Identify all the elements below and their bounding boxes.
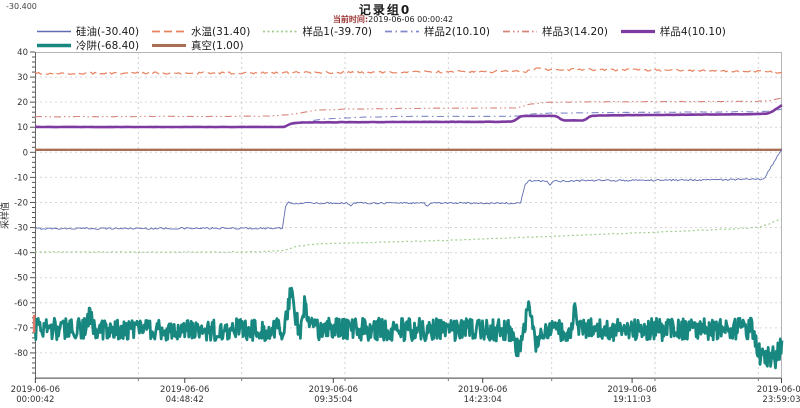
current-time-caption: 当前时间:2019-06-06 00:00:42 [0, 14, 786, 25]
legend-swatch-vacuum [152, 43, 187, 47]
svg-text:23:59:03: 23:59:03 [762, 395, 800, 405]
svg-text:2019-06-06: 2019-06-06 [160, 385, 209, 395]
legend-label-cold-trap: 冷阱(-68.40) [76, 39, 140, 52]
legend-item-cold-trap[interactable]: 冷阱(-68.40) [36, 38, 139, 53]
legend-label-sample1: 样品1(-39.70) [302, 25, 373, 38]
legend-swatch-water-temp [152, 30, 187, 32]
svg-text:2019-06-06: 2019-06-06 [607, 385, 656, 395]
svg-text:14:23:04: 14:23:04 [464, 395, 502, 405]
time-cursor[interactable] [32, 314, 36, 333]
svg-text:-20: -20 [14, 198, 28, 208]
legend-swatch-cold-trap [37, 43, 71, 47]
legend-item-sample1[interactable]: 样品1(-39.70) [262, 24, 372, 39]
legend-item-water-temp[interactable]: 水温(31.40) [151, 24, 250, 39]
legend-label-silicone-oil: 硅油(-30.40) [76, 25, 140, 38]
legend-label-sample4: 样品4(10.10) [659, 25, 726, 38]
svg-text:-80: -80 [14, 349, 28, 359]
legend-swatch-silicone-oil [37, 30, 71, 32]
svg-text:19:11:03: 19:11:03 [613, 395, 651, 405]
svg-text:40: 40 [17, 48, 28, 58]
svg-text:-50: -50 [14, 274, 28, 284]
legend-swatch-sample2 [385, 30, 420, 32]
series-line-sample4 [35, 104, 783, 129]
legend: 硅油(-30.40) 水温(31.40) 样品1(-39.70) 样品2(10.10)… [36, 24, 800, 52]
svg-text:2019-06-06: 2019-06-06 [757, 385, 800, 395]
svg-text:-60: -60 [14, 299, 28, 309]
chart-title: 记录组0 [358, 3, 412, 17]
svg-text:-30: -30 [14, 224, 28, 234]
svg-text:20: 20 [17, 98, 28, 108]
current-time-value: 2019-06-06 00:00:42 [368, 15, 454, 24]
svg-text:00:00:42: 00:00:42 [16, 395, 54, 405]
legend-item-silicone-oil[interactable]: 硅油(-30.40) [36, 24, 139, 39]
series-line-sample1 [34, 217, 783, 253]
legend-swatch-sample1 [263, 30, 298, 32]
series-line-silicone-oil [35, 148, 783, 230]
svg-text:2019-06-06: 2019-06-06 [11, 385, 60, 395]
svg-text:-10: -10 [14, 173, 28, 183]
legend-item-sample2[interactable]: 样品2(10.10) [384, 24, 490, 39]
svg-text:-40: -40 [14, 249, 28, 259]
svg-text:2019-06-06: 2019-06-06 [458, 385, 507, 395]
legend-row-2: 冷阱(-68.40) 真空(1.00) [36, 38, 800, 52]
y-axis-ticks: 40 30 20 10 0 -10 -20 -30 -40 -50 -60 -70 -80 [14, 48, 35, 374]
current-time-label: 当前时间: [332, 15, 369, 24]
legend-swatch-sample4 [620, 29, 655, 33]
series-line-sample3 [34, 97, 783, 118]
legend-label-sample2: 样品2(10.10) [424, 25, 490, 38]
legend-swatch-sample3 [502, 30, 537, 32]
svg-text:0: 0 [23, 148, 28, 158]
svg-text:30: 30 [17, 73, 28, 83]
legend-label-water-temp: 水温(31.40) [191, 25, 251, 38]
legend-item-sample4[interactable]: 样品4(10.10) [620, 24, 726, 39]
svg-text:-70: -70 [14, 324, 28, 334]
legend-row-1: 硅油(-30.40) 水温(31.40) 样品1(-39.70) 样品2(10.10)… [36, 24, 800, 38]
x-axis-ticks: 2019-06-0600:00:422019-06-0604:48:422019… [11, 378, 800, 405]
series-line-cold-trap [33, 286, 784, 370]
y-axis-title: 采样值 [0, 202, 11, 229]
series-line-water-temp [34, 67, 783, 75]
svg-text:09:35:04: 09:35:04 [314, 395, 352, 405]
svg-text:2019-06-06: 2019-06-06 [309, 385, 358, 395]
svg-text:10: 10 [17, 123, 28, 133]
cursor-value-readout: -30.400 [6, 2, 37, 11]
series-line-sample2 [35, 108, 783, 128]
legend-item-sample3[interactable]: 样品3(14.20) [502, 24, 608, 39]
legend-label-sample3: 样品3(14.20) [541, 25, 608, 38]
svg-text:04:48:42: 04:48:42 [166, 395, 204, 405]
legend-label-vacuum: 真空(1.00) [191, 39, 244, 52]
legend-item-vacuum[interactable]: 真空(1.00) [151, 38, 244, 53]
